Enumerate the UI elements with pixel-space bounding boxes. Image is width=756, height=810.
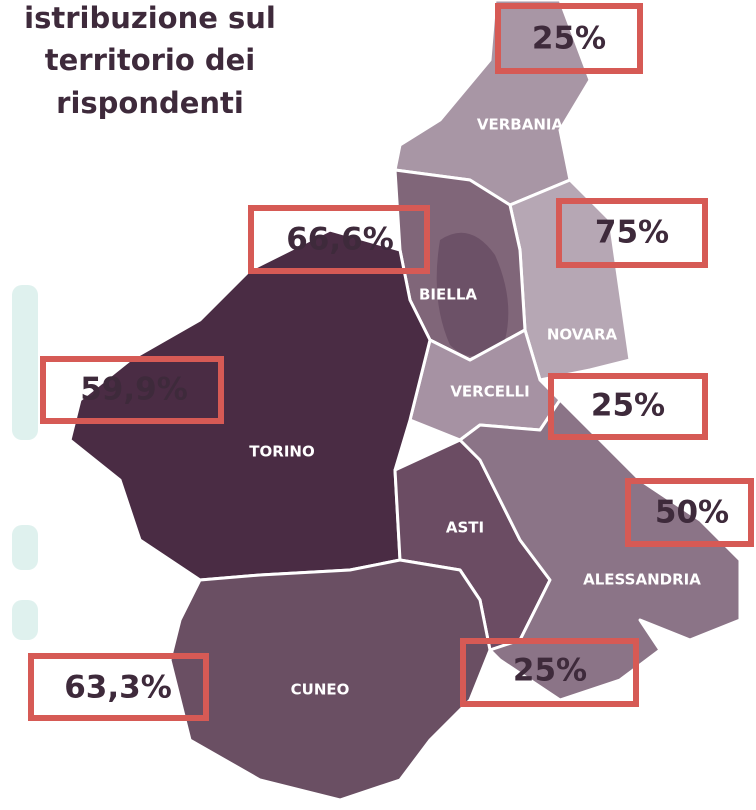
- decor: [12, 285, 38, 640]
- value-boxes: 25% 66,6% 75% 59,9% 25% 50% 25% 63,3%: [28, 3, 754, 721]
- region-name: ASTI: [446, 519, 484, 537]
- value-box: [248, 205, 430, 274]
- region-name: CUNEO: [291, 681, 350, 699]
- value-label: 25%: [591, 388, 665, 424]
- region-names: VERBANIA BIELLA NOVARA TORINO VERCELLI A…: [249, 116, 701, 699]
- value-box: [495, 3, 643, 74]
- region-name: ALESSANDRIA: [583, 571, 701, 589]
- region-name: VERBANIA: [477, 116, 564, 134]
- region-name: NOVARA: [547, 326, 618, 344]
- title-line: rispondenti: [56, 86, 244, 120]
- value-label: 25%: [513, 653, 587, 689]
- region-alessandria: [458, 398, 742, 702]
- value-box: [548, 373, 708, 440]
- title-line: istribuzione sul: [24, 1, 276, 35]
- region-cuneo: [168, 558, 492, 802]
- region-biella-inner: [436, 232, 509, 357]
- value-box: [40, 356, 224, 424]
- value-box: [625, 478, 754, 547]
- value-label: 63,3%: [64, 670, 172, 706]
- title-line: territorio dei: [45, 43, 256, 77]
- value-label: 66,6%: [286, 222, 394, 258]
- value-box: [28, 653, 209, 721]
- value-box: [460, 638, 639, 707]
- value-label: 50%: [655, 495, 729, 531]
- region-name: VERCELLI: [450, 383, 529, 401]
- value-label: 25%: [532, 21, 606, 57]
- provinces: [68, 0, 742, 802]
- region-name: TORINO: [249, 443, 314, 461]
- value-box: [556, 198, 708, 268]
- value-label: 75%: [595, 215, 669, 251]
- value-label: 59,9%: [80, 372, 188, 408]
- region-name: BIELLA: [419, 286, 477, 304]
